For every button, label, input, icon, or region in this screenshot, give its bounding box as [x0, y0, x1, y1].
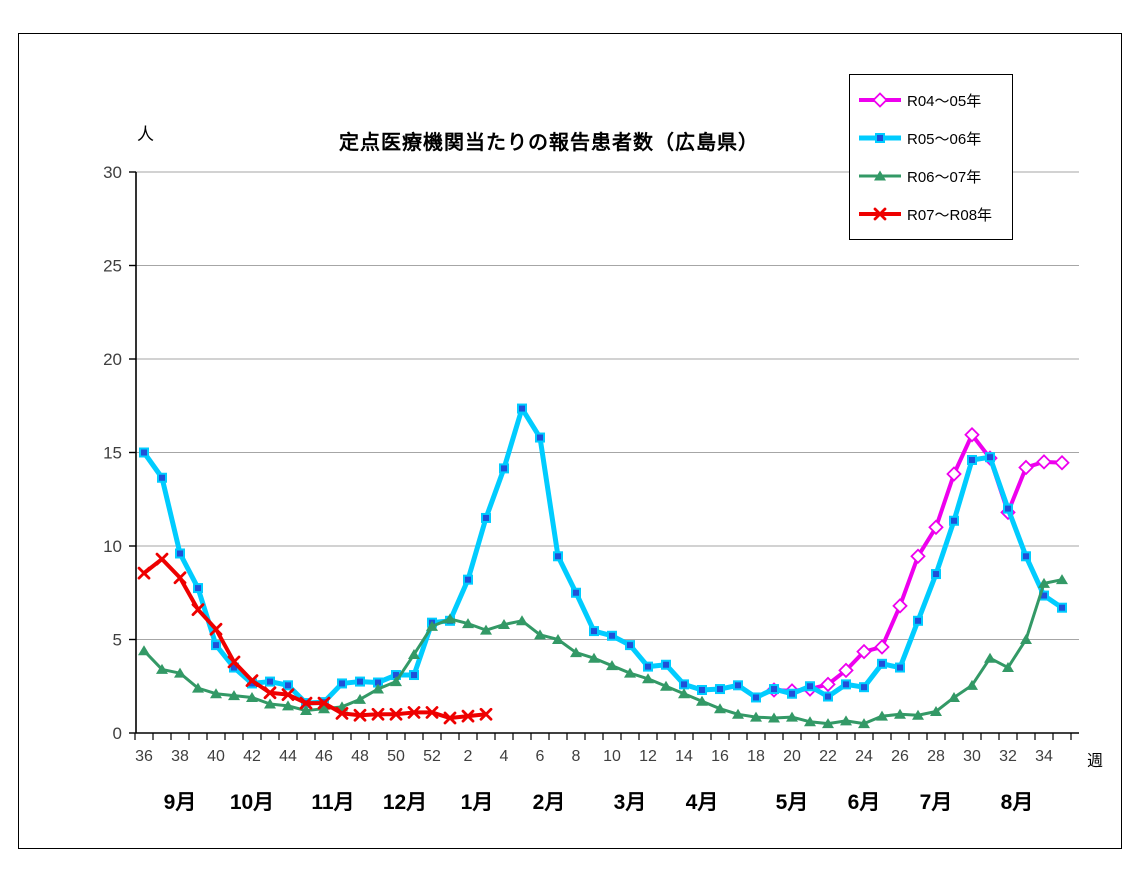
svg-text:9月: 9月 [164, 791, 197, 814]
svg-text:30: 30 [963, 748, 981, 765]
svg-text:5: 5 [113, 631, 122, 650]
svg-text:48: 48 [351, 748, 369, 765]
svg-text:20: 20 [783, 748, 801, 765]
svg-text:18: 18 [747, 748, 765, 765]
legend-item-r07-r08: R07～R08年 [850, 204, 1012, 225]
svg-text:12: 12 [639, 748, 657, 765]
svg-text:3月: 3月 [614, 791, 647, 814]
svg-text:5月: 5月 [776, 791, 809, 814]
series-R07～R08年 [137, 552, 493, 725]
legend-label-r07-r08: R07～R08年 [907, 206, 993, 224]
svg-text:50: 50 [387, 748, 405, 765]
svg-text:16: 16 [711, 748, 729, 765]
svg-text:6: 6 [536, 748, 545, 765]
svg-text:4月: 4月 [686, 791, 719, 814]
svg-text:32: 32 [999, 748, 1017, 765]
svg-text:8月: 8月 [1001, 791, 1034, 814]
svg-text:6月: 6月 [848, 791, 881, 814]
svg-text:42: 42 [243, 748, 261, 765]
svg-text:0: 0 [113, 724, 122, 743]
x-axis-unit-label: 週 [1087, 753, 1104, 770]
legend-item-r06-07: R06～07年 [850, 166, 1012, 187]
legend-item-r04-05: R04～05年 [850, 90, 1012, 111]
svg-text:20: 20 [103, 350, 122, 369]
svg-text:8: 8 [572, 748, 581, 765]
chart-title: 定点医療機関当たりの報告患者数（広島県） [339, 132, 759, 154]
svg-text:4: 4 [500, 748, 509, 765]
svg-text:26: 26 [891, 748, 909, 765]
svg-text:11月: 11月 [311, 791, 354, 814]
svg-text:46: 46 [315, 748, 333, 765]
chart-frame: 定点医療機関当たりの報告患者数（広島県） 人 週 0 5 10 15 20 25 30 36 3… [18, 33, 1122, 849]
series-R04～05年 [766, 426, 1070, 699]
legend-item-r05-06: R05～06年 [850, 128, 1012, 149]
legend: R04～05年 R05～06年 R06～07年 R07～R08年 [849, 74, 1013, 240]
svg-text:10: 10 [103, 537, 122, 556]
svg-text:34: 34 [1035, 748, 1053, 765]
svg-text:22: 22 [819, 748, 837, 765]
svg-text:30: 30 [103, 163, 122, 182]
svg-text:14: 14 [675, 748, 693, 765]
svg-text:25: 25 [103, 257, 122, 276]
y-axis-unit-label: 人 [137, 125, 154, 144]
svg-text:40: 40 [207, 748, 225, 765]
svg-text:28: 28 [927, 748, 945, 765]
legend-label-r06-07: R06～07年 [907, 168, 982, 186]
legend-sample-r07-r08 [859, 207, 901, 221]
svg-text:1月: 1月 [461, 791, 494, 814]
svg-text:38: 38 [171, 748, 189, 765]
svg-text:7月: 7月 [920, 791, 953, 814]
svg-text:15: 15 [103, 444, 122, 463]
svg-text:2: 2 [464, 748, 473, 765]
legend-label-r05-06: R05～06年 [907, 130, 982, 148]
svg-text:2月: 2月 [533, 791, 566, 814]
svg-text:12月: 12月 [383, 791, 427, 814]
svg-text:36: 36 [135, 748, 153, 765]
legend-sample-r05-06 [859, 133, 901, 143]
legend-sample-r06-07 [859, 170, 901, 181]
series-R06～07年 [138, 574, 1068, 729]
svg-text:24: 24 [855, 748, 873, 765]
svg-text:44: 44 [279, 748, 297, 765]
legend-label-r04-05: R04～05年 [907, 92, 982, 110]
legend-sample-r04-05 [859, 92, 901, 108]
svg-text:10: 10 [603, 748, 621, 765]
svg-text:10月: 10月 [230, 791, 274, 814]
svg-text:52: 52 [423, 748, 441, 765]
